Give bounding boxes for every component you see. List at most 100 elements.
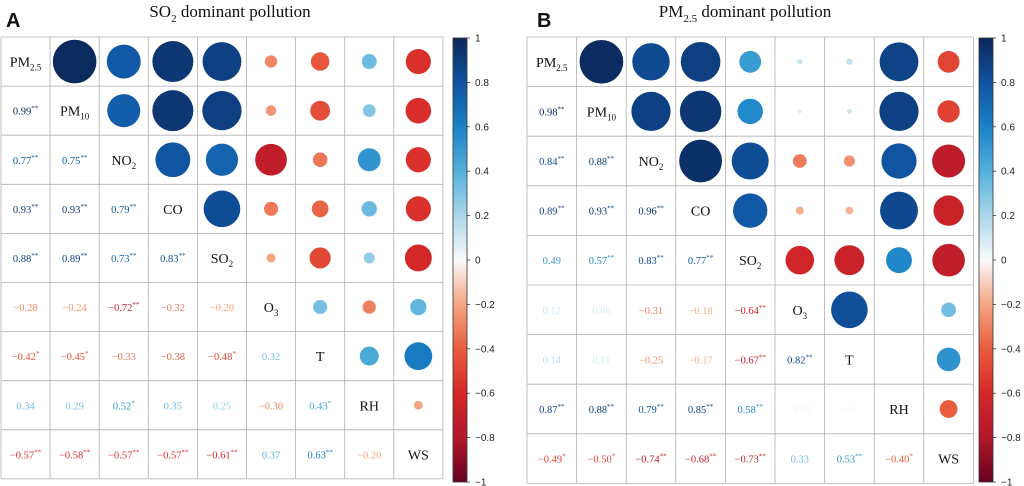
correlation-circle (311, 200, 329, 218)
correlation-circle (843, 155, 855, 167)
correlation-circle (363, 252, 375, 264)
variable-subscript: 2 (229, 259, 234, 269)
correlation-circle (152, 41, 194, 83)
variable-base: PM (587, 105, 608, 120)
correlation-circle (255, 143, 287, 176)
correlation-value: 0.25 (213, 401, 231, 412)
correlation-value: −0.64** (735, 304, 767, 317)
colorbar-tick-label: 0.4 (475, 167, 489, 178)
correlation-circle (792, 154, 807, 168)
correlation-value: 0.11 (592, 355, 610, 366)
correlation-value: 0.88** (13, 252, 39, 265)
correlation-value: 0.83** (638, 254, 664, 267)
variable-label: NO2 (639, 155, 664, 172)
variable-label: RH (360, 399, 379, 414)
correlation-value: −0.72** (108, 301, 140, 314)
correlation-value: 0.88** (589, 155, 615, 168)
correlation-circle (797, 59, 803, 65)
correlation-value: 0.32 (262, 352, 280, 363)
correlation-value: −0.40* (885, 453, 913, 466)
correlation-value: 0.37 (262, 450, 280, 461)
correlation-value: −0.68** (685, 453, 717, 466)
variable-label: PM2.5 (536, 56, 568, 73)
correlation-value: −0.61** (206, 448, 238, 461)
panel-letter: B (537, 10, 551, 32)
correlation-circle (107, 94, 141, 128)
correlation-circle (413, 400, 423, 410)
variable-label: SO2 (211, 252, 233, 269)
correlation-circle (405, 48, 431, 75)
variable-base: NO (111, 154, 131, 169)
chart-title: PM2.5 dominant pollution (659, 2, 832, 25)
correlation-circle (313, 299, 328, 315)
variable-subscript: 2 (757, 261, 762, 271)
correlation-circle (265, 105, 277, 116)
correlation-circle (404, 244, 432, 272)
colorbar-tick-label: 1 (475, 34, 481, 45)
colorbar-tick-label: 0.2 (475, 211, 489, 222)
correlation-value: 0.85** (688, 403, 714, 416)
variable-base: WS (408, 448, 429, 463)
correlation-circle (933, 195, 964, 226)
correlation-value: −0.57** (108, 448, 140, 461)
correlation-circle (361, 201, 377, 217)
variable-label: WS (938, 453, 959, 468)
correlation-circle (898, 358, 900, 360)
correlation-value: 0.79** (111, 203, 137, 216)
variable-label: PM2.5 (10, 56, 42, 73)
correlation-value: 0.93** (13, 203, 39, 216)
correlation-circle (731, 142, 769, 180)
correlation-value: −0.48* (208, 350, 236, 363)
correlation-circle (106, 44, 141, 79)
correlation-value: 0.49 (543, 256, 561, 267)
correlation-circle (405, 147, 431, 173)
correlation-value: 0.93** (589, 205, 615, 218)
correlation-value: −0.02 (788, 405, 812, 416)
colorbar-tick-label: 0 (1001, 256, 1007, 267)
correlation-circle (845, 206, 854, 215)
correlation-value: −0.74** (635, 453, 667, 466)
correlation-value: −0.24 (63, 303, 88, 314)
correlation-circle (410, 298, 427, 316)
colorbar-tick-label: −1 (475, 478, 487, 486)
variable-base: T (316, 350, 325, 365)
variable-base: SO (739, 254, 757, 269)
chart-title: SO2 dominant pollution (149, 2, 311, 25)
correlation-circle (932, 144, 966, 178)
panel-letter: A (6, 10, 20, 32)
colorbar-tick-label: −0.2 (475, 300, 495, 311)
correlation-circle (886, 247, 912, 274)
correlation-circle (155, 142, 191, 178)
correlation-circle (937, 100, 960, 123)
variable-base: CO (691, 205, 710, 220)
correlation-value: −0.32 (161, 303, 185, 314)
title-suffix: dominant pollution (177, 2, 312, 21)
colorbar-tick-label: 0.2 (1001, 211, 1015, 222)
title-base: PM (659, 2, 684, 21)
correlation-circle (52, 39, 97, 84)
correlation-value: −0.42* (12, 350, 40, 363)
correlation-value: −0.28 (13, 303, 37, 314)
variable-subscript: 2.5 (30, 63, 42, 73)
correlation-value: 0.98** (539, 105, 565, 118)
variable-base: WS (938, 453, 959, 468)
title-subscript: 2 (171, 13, 177, 25)
correlation-circle (405, 97, 432, 124)
variable-label: O3 (264, 301, 279, 318)
correlation-circle (362, 104, 376, 118)
grid (0, 36, 444, 480)
variable-base: RH (360, 399, 379, 414)
colorbar-tick-label: −0.2 (1001, 300, 1021, 311)
correlation-value: 0.57** (589, 254, 615, 267)
correlation-circle (834, 245, 865, 276)
correlation-circle (880, 191, 918, 230)
grid (526, 36, 974, 484)
correlation-circle (879, 91, 919, 132)
correlation-value: 0.93** (62, 203, 88, 216)
variable-base: RH (889, 403, 908, 418)
variable-label: WS (408, 448, 429, 463)
correlation-value: −0.20 (210, 303, 234, 314)
correlation-value: 0.34 (16, 401, 35, 412)
